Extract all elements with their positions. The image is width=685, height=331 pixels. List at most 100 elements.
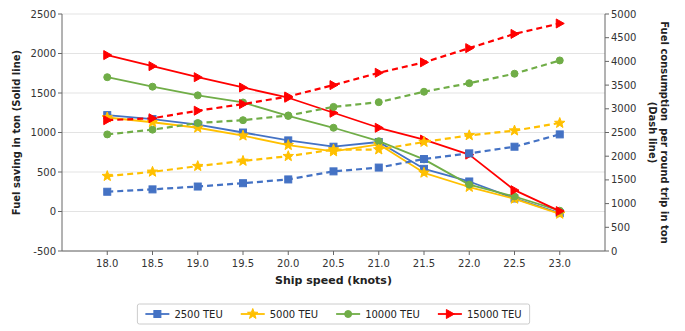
series-line <box>107 123 560 176</box>
chart: 18.018.519.019.520.020.521.021.522.022.5… <box>0 0 685 331</box>
x-tick <box>107 251 108 255</box>
series <box>104 51 565 216</box>
point-marker <box>421 88 428 95</box>
point-marker <box>466 44 474 53</box>
y-tick-label: 1500 <box>31 88 56 99</box>
point-marker <box>149 126 156 133</box>
y-tick <box>58 14 62 15</box>
point-marker <box>511 70 518 77</box>
grid-line <box>62 53 605 54</box>
x-tick-label: 22.5 <box>503 258 525 269</box>
series-line <box>107 55 560 211</box>
point-marker <box>466 150 473 157</box>
x-tick-label: 19.0 <box>187 258 209 269</box>
point-marker <box>509 125 519 135</box>
point-marker <box>511 143 518 150</box>
y2-tick-label: 4000 <box>611 56 636 67</box>
y-tick <box>58 53 62 54</box>
legend-marker <box>248 309 258 319</box>
y-tick <box>58 132 62 133</box>
x-tick <box>424 251 425 255</box>
x-tick-label: 21.5 <box>413 258 435 269</box>
y2-tick-label: 500 <box>611 222 630 233</box>
legend-label: 2500 TEU <box>174 309 222 320</box>
series-line <box>107 117 560 213</box>
y2-tick <box>605 61 609 62</box>
legend-label: 5000 TEU <box>270 309 318 320</box>
x-tick-label: 18.0 <box>96 258 118 269</box>
point-marker <box>194 106 202 115</box>
x-tick-label: 23.0 <box>549 258 571 269</box>
point-marker <box>240 100 248 109</box>
x-axis-label: Ship speed (knots) <box>275 274 392 287</box>
grid-line <box>62 211 605 212</box>
point-marker <box>375 164 382 171</box>
x-tick-label: 20.0 <box>277 258 299 269</box>
y-tick-label: 0 <box>50 206 56 217</box>
point-marker <box>421 156 428 163</box>
legend-label: 15000 TEU <box>467 309 522 320</box>
y2-tick <box>605 179 609 180</box>
point-marker <box>464 130 474 140</box>
x-tick-label: 22.0 <box>458 258 480 269</box>
point-marker <box>238 155 248 165</box>
grid-line <box>62 132 605 133</box>
y2-tick <box>605 251 609 252</box>
point-marker <box>104 188 111 195</box>
point-marker <box>556 131 563 138</box>
point-marker <box>330 81 338 90</box>
point-marker <box>149 186 156 193</box>
point-marker <box>285 112 292 119</box>
point-marker <box>556 19 564 28</box>
legend-item: 5000 TEU <box>241 309 318 321</box>
y2-axis-label-line: Fuel consumption per round trip in ton <box>659 21 670 243</box>
grid-line <box>62 93 605 94</box>
legend-label: 10000 TEU <box>365 309 420 320</box>
point-marker <box>511 29 519 38</box>
y2-tick-label: 0 <box>611 246 617 257</box>
point-marker <box>285 176 292 183</box>
point-marker <box>283 140 293 150</box>
series-line <box>107 23 560 120</box>
x-tick <box>197 251 198 255</box>
series <box>104 57 564 138</box>
point-marker <box>330 124 337 131</box>
x-tick <box>378 251 379 255</box>
point-marker <box>240 117 247 124</box>
point-marker <box>104 116 112 125</box>
y2-tick-label: 4500 <box>611 32 636 43</box>
point-marker <box>147 166 157 176</box>
grid <box>62 14 605 251</box>
point-marker <box>149 62 157 71</box>
point-marker <box>466 150 474 159</box>
point-marker <box>149 114 157 123</box>
y-tick <box>58 251 62 252</box>
point-marker <box>238 130 248 140</box>
x-tick-label: 18.5 <box>141 258 163 269</box>
point-marker <box>421 156 428 163</box>
x-tick <box>469 251 470 255</box>
legend-item: 15000 TEU <box>438 309 522 320</box>
x-tick <box>152 251 153 255</box>
point-marker <box>104 131 111 138</box>
y-tick <box>58 172 62 173</box>
x-tick <box>243 251 244 255</box>
y-tick <box>58 93 62 94</box>
y-tick-label: 2000 <box>31 48 56 59</box>
y2-tick <box>605 14 609 15</box>
y-axis-label: Fuel saving in ton (Solid line) <box>11 50 22 215</box>
axes: 18.018.519.019.520.020.521.021.522.022.5… <box>31 9 637 270</box>
point-marker <box>421 58 429 67</box>
point-marker <box>285 92 293 101</box>
point-marker <box>240 83 248 92</box>
y2-axis-label: Fuel consumption per round trip in ton(D… <box>647 21 671 243</box>
point-marker <box>556 207 564 216</box>
y2-tick <box>605 132 609 133</box>
point-marker <box>285 112 292 119</box>
point-marker <box>240 180 247 187</box>
legend-marker <box>345 311 352 318</box>
y2-tick <box>605 37 609 38</box>
y2-tick <box>605 108 609 109</box>
y2-tick <box>605 227 609 228</box>
y2-tick <box>605 203 609 204</box>
